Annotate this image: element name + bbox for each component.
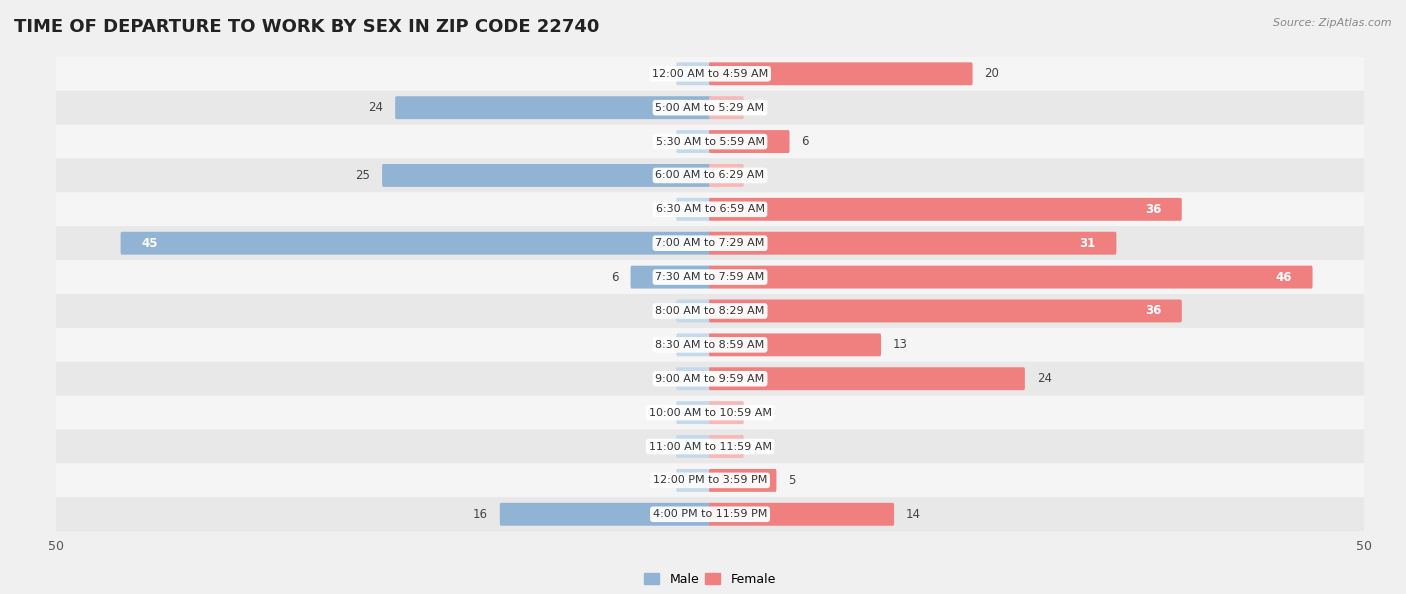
FancyBboxPatch shape <box>676 333 711 356</box>
Text: 46: 46 <box>1275 271 1292 283</box>
FancyBboxPatch shape <box>709 232 1116 255</box>
FancyBboxPatch shape <box>676 367 711 390</box>
FancyBboxPatch shape <box>676 198 711 221</box>
FancyBboxPatch shape <box>382 164 711 187</box>
Text: 4:00 PM to 11:59 PM: 4:00 PM to 11:59 PM <box>652 509 768 519</box>
Text: 16: 16 <box>472 508 488 521</box>
FancyBboxPatch shape <box>676 62 711 86</box>
FancyBboxPatch shape <box>30 260 1391 294</box>
Text: 0: 0 <box>657 203 664 216</box>
Text: 45: 45 <box>141 236 157 249</box>
FancyBboxPatch shape <box>709 503 894 526</box>
Text: 5:30 AM to 5:59 AM: 5:30 AM to 5:59 AM <box>655 137 765 147</box>
Text: 14: 14 <box>905 508 921 521</box>
FancyBboxPatch shape <box>30 328 1391 362</box>
FancyBboxPatch shape <box>676 469 711 492</box>
FancyBboxPatch shape <box>30 125 1391 159</box>
Text: 24: 24 <box>368 101 382 114</box>
Text: 6: 6 <box>612 271 619 283</box>
FancyBboxPatch shape <box>709 333 882 356</box>
Text: 0: 0 <box>657 339 664 352</box>
Text: 25: 25 <box>356 169 370 182</box>
FancyBboxPatch shape <box>709 62 973 86</box>
FancyBboxPatch shape <box>30 192 1391 226</box>
FancyBboxPatch shape <box>709 469 776 492</box>
Text: 9:00 AM to 9:59 AM: 9:00 AM to 9:59 AM <box>655 374 765 384</box>
Text: 8:30 AM to 8:59 AM: 8:30 AM to 8:59 AM <box>655 340 765 350</box>
FancyBboxPatch shape <box>709 130 790 153</box>
Text: 7:00 AM to 7:29 AM: 7:00 AM to 7:29 AM <box>655 238 765 248</box>
Text: 6: 6 <box>801 135 808 148</box>
Text: 10:00 AM to 10:59 AM: 10:00 AM to 10:59 AM <box>648 407 772 418</box>
Text: 0: 0 <box>756 440 763 453</box>
Text: 0: 0 <box>657 440 664 453</box>
FancyBboxPatch shape <box>499 503 711 526</box>
FancyBboxPatch shape <box>709 299 1182 323</box>
Text: 0: 0 <box>756 406 763 419</box>
FancyBboxPatch shape <box>30 497 1391 531</box>
Text: 36: 36 <box>1144 305 1161 317</box>
FancyBboxPatch shape <box>709 435 744 458</box>
Text: Source: ZipAtlas.com: Source: ZipAtlas.com <box>1274 18 1392 28</box>
Text: 12:00 PM to 3:59 PM: 12:00 PM to 3:59 PM <box>652 475 768 485</box>
FancyBboxPatch shape <box>709 198 1182 221</box>
FancyBboxPatch shape <box>30 294 1391 328</box>
Text: TIME OF DEPARTURE TO WORK BY SEX IN ZIP CODE 22740: TIME OF DEPARTURE TO WORK BY SEX IN ZIP … <box>14 18 599 36</box>
Text: 6:30 AM to 6:59 AM: 6:30 AM to 6:59 AM <box>655 204 765 214</box>
Text: 12:00 AM to 4:59 AM: 12:00 AM to 4:59 AM <box>652 69 768 79</box>
Text: 36: 36 <box>1144 203 1161 216</box>
FancyBboxPatch shape <box>30 91 1391 125</box>
FancyBboxPatch shape <box>630 266 711 289</box>
Text: 5:00 AM to 5:29 AM: 5:00 AM to 5:29 AM <box>655 103 765 113</box>
Text: 20: 20 <box>984 67 1000 80</box>
FancyBboxPatch shape <box>121 232 711 255</box>
Text: 13: 13 <box>893 339 908 352</box>
Text: 24: 24 <box>1038 372 1052 386</box>
Text: 5: 5 <box>789 474 796 487</box>
FancyBboxPatch shape <box>30 396 1391 429</box>
Text: 6:00 AM to 6:29 AM: 6:00 AM to 6:29 AM <box>655 170 765 181</box>
FancyBboxPatch shape <box>395 96 711 119</box>
FancyBboxPatch shape <box>30 226 1391 260</box>
Text: 0: 0 <box>657 67 664 80</box>
Text: 0: 0 <box>657 406 664 419</box>
FancyBboxPatch shape <box>30 429 1391 463</box>
FancyBboxPatch shape <box>676 435 711 458</box>
FancyBboxPatch shape <box>30 362 1391 396</box>
FancyBboxPatch shape <box>676 299 711 323</box>
Text: 0: 0 <box>657 135 664 148</box>
Text: 31: 31 <box>1080 236 1095 249</box>
Text: 0: 0 <box>657 372 664 386</box>
Text: 0: 0 <box>756 101 763 114</box>
FancyBboxPatch shape <box>30 57 1391 91</box>
FancyBboxPatch shape <box>709 96 744 119</box>
FancyBboxPatch shape <box>709 401 744 424</box>
FancyBboxPatch shape <box>30 463 1391 497</box>
Text: 0: 0 <box>657 474 664 487</box>
FancyBboxPatch shape <box>709 367 1025 390</box>
Legend: Male, Female: Male, Female <box>640 568 780 591</box>
FancyBboxPatch shape <box>676 401 711 424</box>
FancyBboxPatch shape <box>709 164 744 187</box>
Text: 7:30 AM to 7:59 AM: 7:30 AM to 7:59 AM <box>655 272 765 282</box>
Text: 8:00 AM to 8:29 AM: 8:00 AM to 8:29 AM <box>655 306 765 316</box>
FancyBboxPatch shape <box>676 130 711 153</box>
Text: 11:00 AM to 11:59 AM: 11:00 AM to 11:59 AM <box>648 441 772 451</box>
FancyBboxPatch shape <box>30 159 1391 192</box>
FancyBboxPatch shape <box>709 266 1313 289</box>
Text: 0: 0 <box>657 305 664 317</box>
Text: 0: 0 <box>756 169 763 182</box>
